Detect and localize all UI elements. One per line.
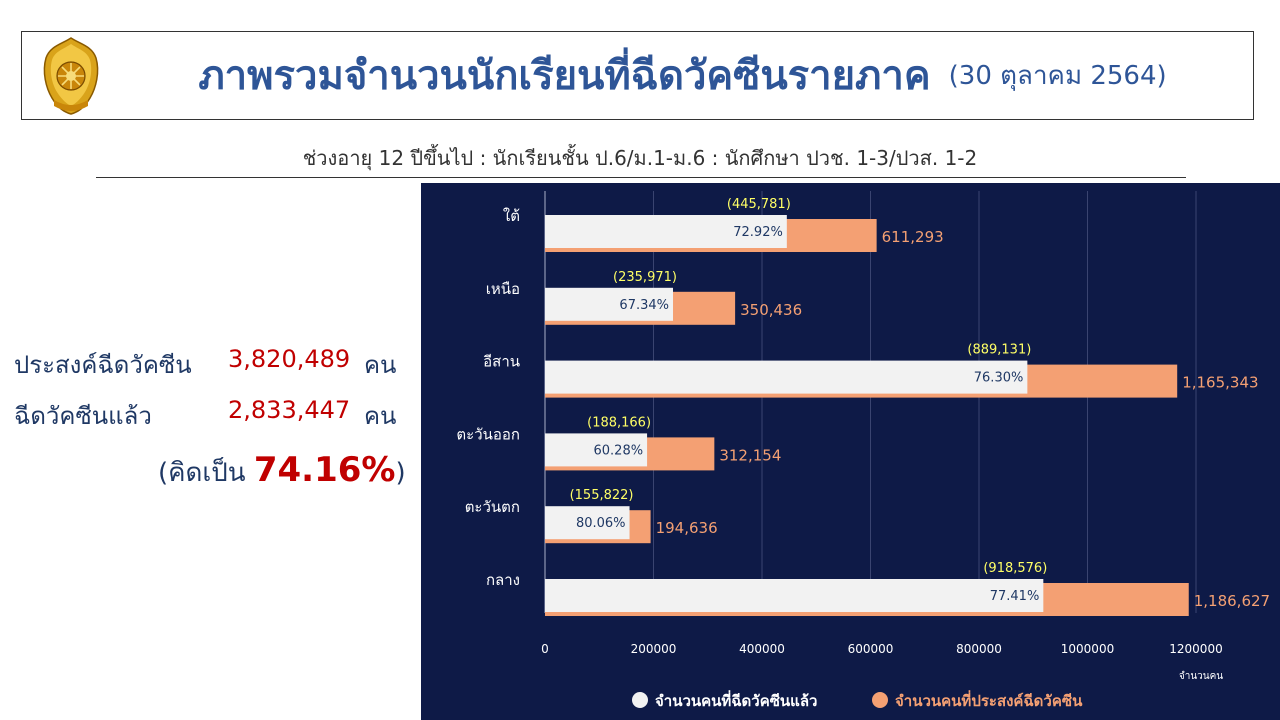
bar-done bbox=[545, 579, 1044, 612]
category-label: ใต้ bbox=[503, 207, 520, 225]
percent-label: 76.30% bbox=[974, 371, 1024, 386]
x-axis-title: จำนวนคน bbox=[1179, 671, 1223, 682]
done-label: ฉีดวัคซีนแล้ว bbox=[14, 402, 152, 430]
done-value-label: (918,576) bbox=[983, 561, 1047, 576]
target-value-label: 194,636 bbox=[656, 519, 718, 537]
done-unit: คน bbox=[364, 402, 397, 430]
percent-label: 77.41% bbox=[990, 589, 1040, 604]
x-tick-label: 1000000 bbox=[1061, 642, 1114, 656]
x-tick-label: 1200000 bbox=[1169, 642, 1222, 656]
percent-prefix: (คิดเป็น bbox=[158, 458, 254, 488]
summary-target: ประสงค์ฉีดวัคซีน 3,820,489 คน bbox=[14, 345, 414, 381]
target-value-label: 1,165,343 bbox=[1182, 374, 1258, 392]
done-value: 2,833,447 bbox=[228, 396, 351, 424]
target-value-label: 611,293 bbox=[882, 228, 944, 246]
page-title: ภาพรวมจำนวนนักเรียนที่ฉีดวัคซีนรายภาค bbox=[198, 53, 931, 99]
bar-chart: 0 200000 400000 600000 800000 1000000 1200000 จ… bbox=[456, 191, 1270, 710]
ministry-seal-logo bbox=[43, 37, 99, 115]
x-tick-label: 600000 bbox=[848, 642, 894, 656]
legend-swatch-done bbox=[632, 692, 648, 708]
x-tick-label: 400000 bbox=[739, 642, 785, 656]
x-tick-label: 200000 bbox=[631, 642, 677, 656]
title-box: ภาพรวมจำนวนนักเรียนที่ฉีดวัคซีนรายภาค (3… bbox=[21, 31, 1254, 120]
summary-percent: (คิดเป็น 74.16%) bbox=[158, 450, 406, 493]
divider bbox=[96, 177, 1186, 178]
bar-done bbox=[545, 287, 674, 321]
bar-done bbox=[545, 506, 630, 540]
bar-chart-panel: 0 200000 400000 600000 800000 1000000 1200000 จ… bbox=[421, 183, 1280, 720]
target-label: ประสงค์ฉีดวัคซีน bbox=[14, 351, 192, 379]
percent-label: 67.34% bbox=[619, 298, 669, 313]
x-tick-label: 0 bbox=[541, 642, 549, 656]
done-value-label: (155,822) bbox=[570, 488, 634, 503]
percent-label: 72.92% bbox=[733, 225, 783, 240]
done-value-label: (188,166) bbox=[587, 415, 651, 430]
percent-label: 60.28% bbox=[594, 443, 644, 458]
target-value-label: 1,186,627 bbox=[1194, 592, 1270, 610]
x-tick-label: 800000 bbox=[956, 642, 1002, 656]
page-subtitle: ช่วงอายุ 12 ปีขึ้นไป : นักเรียนชั้น ป.6/… bbox=[302, 146, 978, 170]
bar-done bbox=[545, 215, 787, 248]
category-label: กลาง bbox=[486, 571, 520, 589]
category-label: ตะวันตก bbox=[465, 498, 520, 516]
title-date: (30 ตุลาคม 2564) bbox=[948, 60, 1167, 91]
legend-swatch-target bbox=[872, 692, 888, 708]
target-unit: คน bbox=[364, 351, 397, 379]
percent-value: 74.16% bbox=[253, 450, 396, 490]
category-label: ตะวันออก bbox=[456, 425, 520, 443]
summary-done: ฉีดวัคซีนแล้ว 2,833,447 คน bbox=[14, 396, 414, 432]
target-value-label: 350,436 bbox=[740, 301, 802, 319]
category-label: เหนือ bbox=[486, 280, 520, 298]
bar-done bbox=[545, 360, 1028, 394]
done-value-label: (889,131) bbox=[967, 343, 1031, 358]
target-value: 3,820,489 bbox=[228, 345, 351, 373]
legend-label-target: จำนวนคนที่ประสงค์ฉีดวัคซีน bbox=[895, 690, 1083, 710]
done-value-label: (235,971) bbox=[613, 270, 677, 285]
percent-label: 80.06% bbox=[576, 516, 626, 531]
bar-done bbox=[545, 433, 648, 467]
percent-suffix: ) bbox=[395, 458, 406, 488]
target-value-label: 312,154 bbox=[719, 446, 781, 464]
done-value-label: (445,781) bbox=[727, 197, 791, 212]
legend-label-done: จำนวนคนที่ฉีดวัคซีนแล้ว bbox=[655, 690, 817, 710]
category-label: อีสาน bbox=[483, 353, 520, 371]
